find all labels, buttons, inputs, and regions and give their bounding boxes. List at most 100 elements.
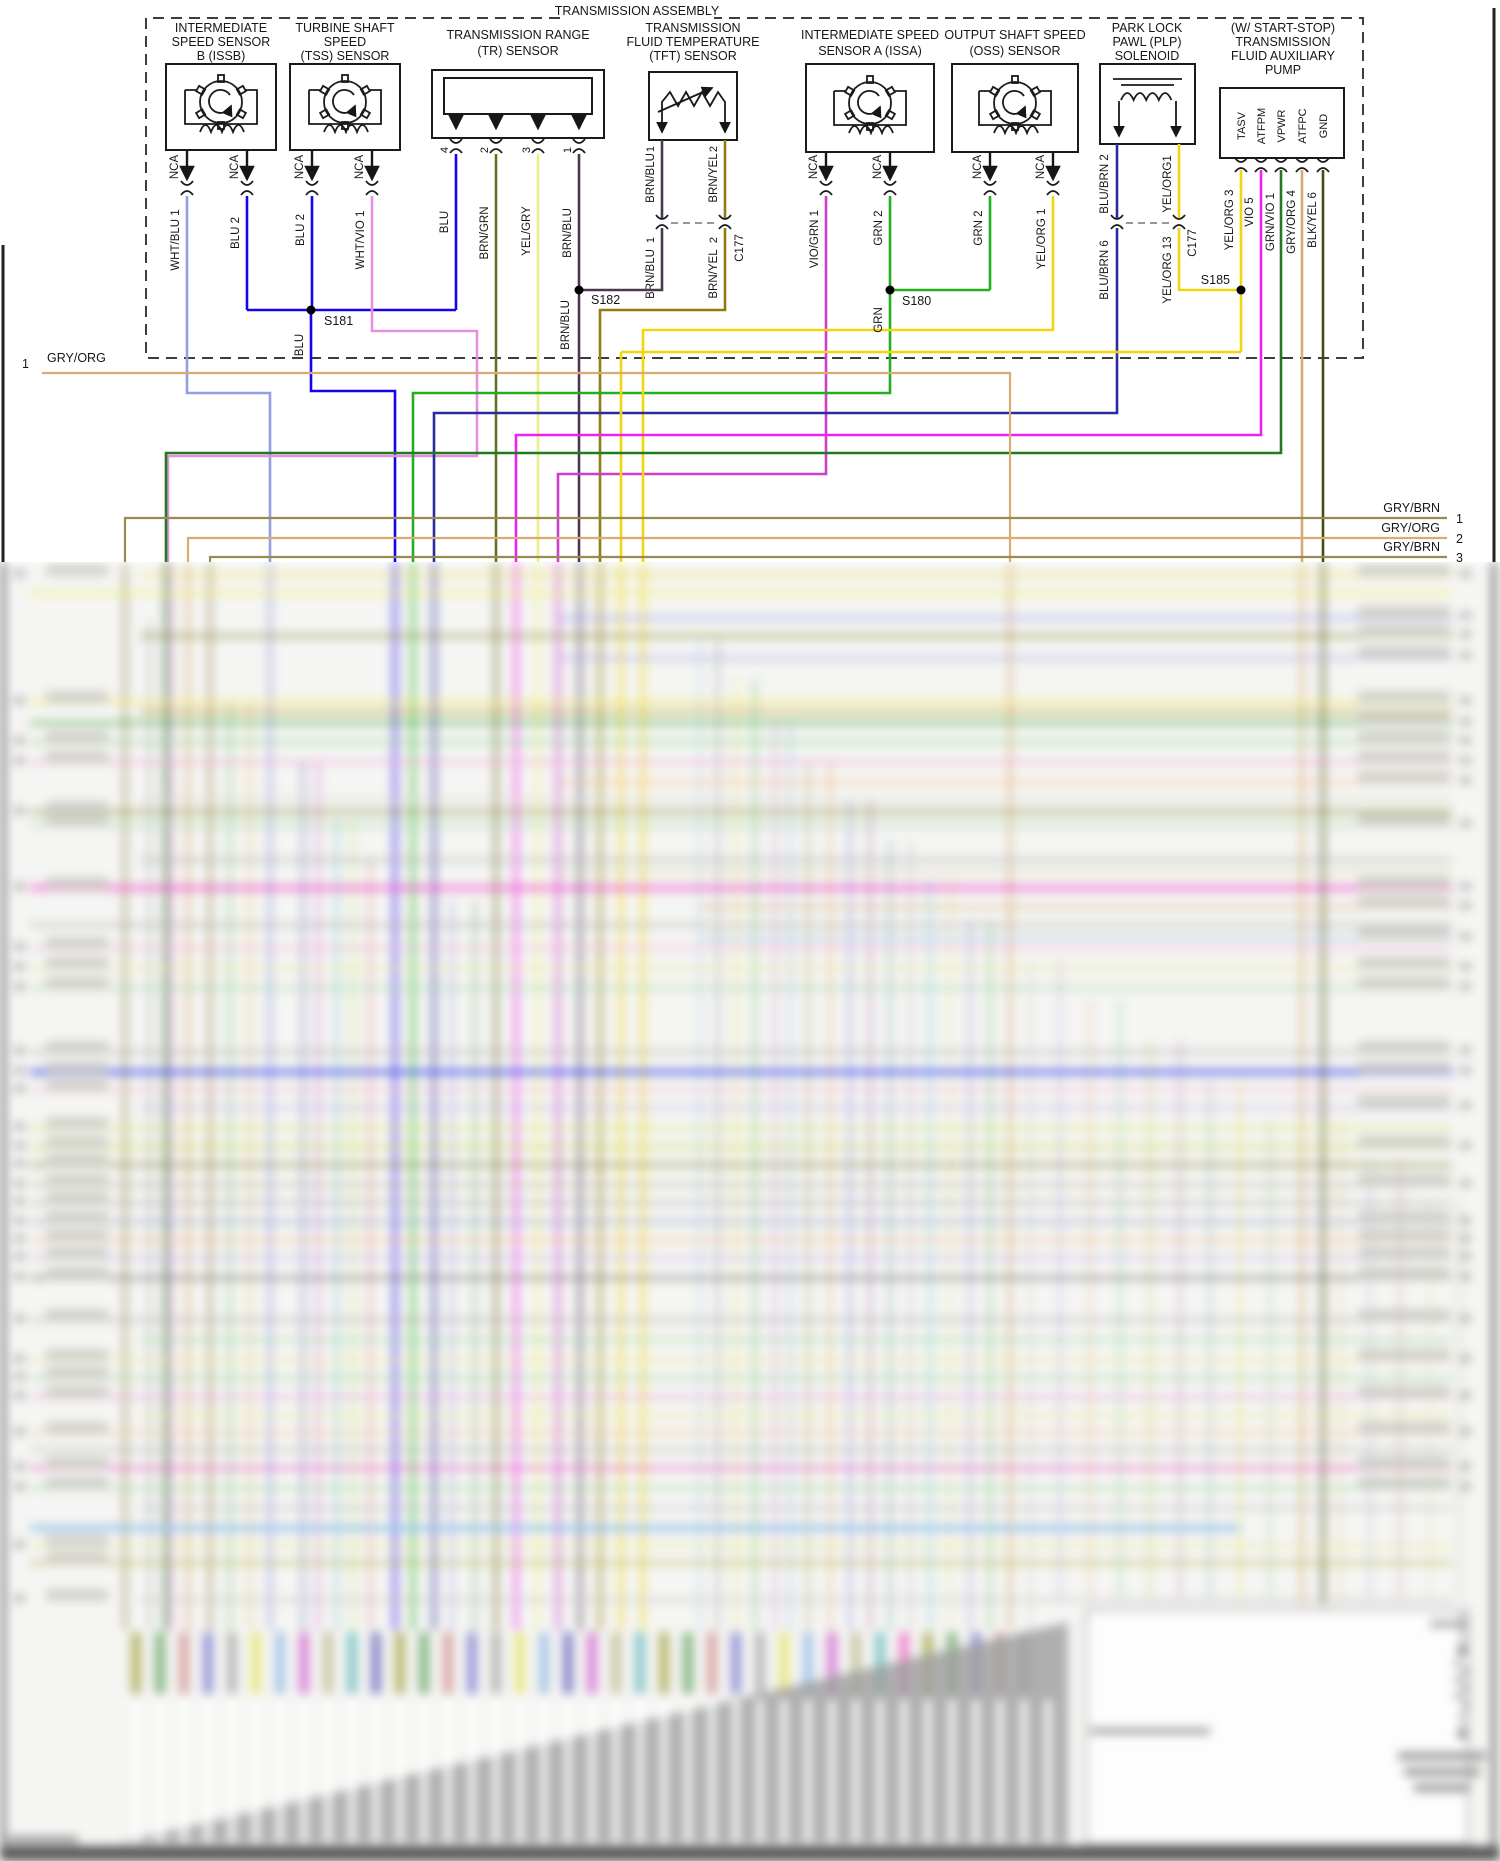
splice-dot-s185 (1236, 285, 1246, 295)
wire-wht-vio (166, 196, 479, 562)
thermistor-icon (656, 86, 731, 134)
wire-gry-brn-right-1 (123, 516, 1447, 562)
svg-text:YEL/ORG 1: YEL/ORG 1 (1036, 209, 1048, 270)
svg-text:TRANSMISSION: TRANSMISSION (1235, 35, 1330, 49)
right-pin-label-3: GRY/BRN (1383, 540, 1440, 554)
wire-blu-splice-run (247, 308, 456, 562)
svg-text:YEL/ORG 13: YEL/ORG 13 (1162, 236, 1174, 303)
svg-text:SPEED: SPEED (324, 35, 366, 49)
component-issb: INTERMEDIATE SPEED SENSOR B (ISSB) NCA N… (165, 21, 277, 271)
wire-vio (514, 170, 1263, 562)
svg-text:NCA: NCA (808, 155, 820, 180)
pump-pin-gnd: GND (1318, 114, 1330, 139)
svg-text:(TFT) SENSOR: (TFT) SENSOR (649, 49, 737, 63)
pump-title: (W/ START-STOP) (1231, 21, 1335, 35)
svg-text:FLUID TEMPERATURE: FLUID TEMPERATURE (627, 35, 760, 49)
right-harness-pins: GRY/BRN 1 GRY/ORG 2 GRY/BRN 3 (1381, 501, 1463, 562)
svg-text:NCA: NCA (294, 155, 306, 180)
connector-c177-label: C177 (1187, 229, 1199, 257)
svg-text:(TR) SENSOR: (TR) SENSOR (477, 44, 558, 58)
svg-text:BRN/YEL: BRN/YEL (708, 249, 720, 299)
wire-grn-vio (164, 170, 1283, 562)
svg-text:PUMP: PUMP (1265, 63, 1301, 77)
blurred-harness-section (0, 562, 1500, 1861)
svg-text:B (ISSB): B (ISSB) (197, 49, 246, 63)
wire-label-wht-vio: WHT/VIO 1 (355, 211, 367, 270)
splice-label-s182: S182 (591, 293, 620, 307)
tr-pin-3: 3 (521, 147, 533, 153)
svg-text:1: 1 (645, 237, 657, 243)
svg-text:SENSOR A (ISSA): SENSOR A (ISSA) (818, 44, 922, 58)
component-issa: INTERMEDIATE SPEED SENSOR A (ISSA) NCA N… (801, 28, 939, 268)
nca-label: NCA (169, 155, 181, 180)
left-pin-label: GRY/ORG (47, 351, 106, 365)
right-pin-label-2: GRY/ORG (1381, 521, 1440, 535)
oss-title: OUTPUT SHAFT SPEED (944, 28, 1085, 42)
assembly-title: TRANSMISSION ASSEMBLY (555, 4, 720, 18)
wire-blu-brn (432, 144, 1119, 562)
svg-text:NCA: NCA (972, 155, 984, 180)
wire-gry-brn-right-3 (208, 555, 1447, 562)
right-pin-number-3: 3 (1456, 551, 1463, 562)
solenoid-icon (1113, 78, 1182, 138)
component-tft-sensor: TRANSMISSION FLUID TEMPERATURE (TFT) SEN… (627, 21, 760, 299)
svg-text:GRN 2: GRN 2 (973, 210, 985, 245)
svg-text:SOLENOID: SOLENOID (1115, 49, 1180, 63)
wire-vio-grn (556, 196, 828, 562)
splice-dot-s181 (306, 305, 316, 315)
svg-text:NCA: NCA (872, 155, 884, 180)
tft-title: TRANSMISSION (645, 21, 740, 35)
tr-pin-4: 4 (439, 147, 451, 153)
component-tss: TURBINE SHAFT SPEED (TSS) SENSOR NCA NCA… (289, 21, 401, 270)
svg-text:(TSS) SENSOR: (TSS) SENSOR (301, 49, 390, 63)
component-oss: OUTPUT SHAFT SPEED (OSS) SENSOR NCA NCA … (944, 28, 1085, 269)
svg-text:BRN/BLU: BRN/BLU (645, 249, 657, 299)
resistor-icon (1452, 1655, 1472, 1728)
wires (42, 140, 1447, 562)
svg-text:2: 2 (708, 237, 720, 243)
svg-text:NCA: NCA (354, 155, 366, 180)
splice-label-s185: S185 (1201, 273, 1230, 287)
speed-sensor-icon (309, 75, 381, 132)
svg-text:2: 2 (708, 146, 720, 152)
svg-text:BRN/BLU: BRN/BLU (645, 153, 657, 203)
transmission-assembly-schematic: TRANSMISSION ASSEMBLY INTERMEDIATE SPEED… (1, 4, 1496, 562)
connector-c177-label: C177 (734, 234, 746, 262)
speed-sensor-icon (979, 76, 1051, 133)
component-plp-solenoid: PARK LOCK PAWL (PLP) SOLENOID BLU/BRN 2 … (1099, 21, 1199, 304)
right-pin-number-2: 2 (1456, 532, 1463, 546)
svg-text:GRN: GRN (873, 307, 885, 333)
right-pin-number-1: 1 (1456, 512, 1463, 526)
wire-grn (411, 196, 992, 562)
splices: S181 BLU S182 BRN/BLU S180 GRN S185 (294, 273, 1246, 356)
tr-pin-1: 1 (562, 147, 574, 153)
splice-dot-s182 (574, 285, 584, 295)
svg-text:YEL/ORG1: YEL/ORG1 (1162, 155, 1174, 213)
splice-dot-s180 (885, 285, 895, 295)
bottom-right-callout (1085, 1609, 1486, 1846)
svg-text:VIO 5: VIO 5 (1244, 197, 1256, 226)
svg-text:BLU/BRN 6: BLU/BRN 6 (1099, 240, 1111, 299)
svg-text:YEL/GRY: YEL/GRY (521, 206, 533, 256)
wire-brn-blu (577, 140, 664, 562)
wire-label-wht-blu: WHT/BLU 1 (170, 209, 182, 270)
wire-label-blu: BLU 2 (230, 217, 242, 249)
plp-title: PARK LOCK (1112, 21, 1183, 35)
tr-title: TRANSMISSION RANGE (446, 28, 589, 42)
assembly-dashed-border (145, 17, 1364, 359)
svg-text:BRN/BLU: BRN/BLU (560, 300, 572, 350)
wire-gry-org-left (42, 371, 1012, 562)
svg-text:GRN 2: GRN 2 (873, 210, 885, 245)
svg-text:FLUID AUXILIARY: FLUID AUXILIARY (1231, 49, 1336, 63)
svg-text:BLU: BLU (439, 211, 451, 233)
svg-text:BLU/BRN 2: BLU/BRN 2 (1099, 154, 1111, 213)
pump-pin-atfpc: ATFPC (1297, 108, 1309, 143)
svg-text:SPEED SENSOR: SPEED SENSOR (172, 35, 271, 49)
issa-title: INTERMEDIATE SPEED (801, 28, 939, 42)
svg-text:VIO/GRN 1: VIO/GRN 1 (809, 210, 821, 268)
right-pin-label-1: GRY/BRN (1383, 501, 1440, 515)
svg-text:BRN/GRN: BRN/GRN (479, 206, 491, 259)
issb-title: INTERMEDIATE (175, 21, 267, 35)
wire-yel-org-plp (619, 144, 1243, 562)
speed-sensor-icon (185, 75, 257, 132)
